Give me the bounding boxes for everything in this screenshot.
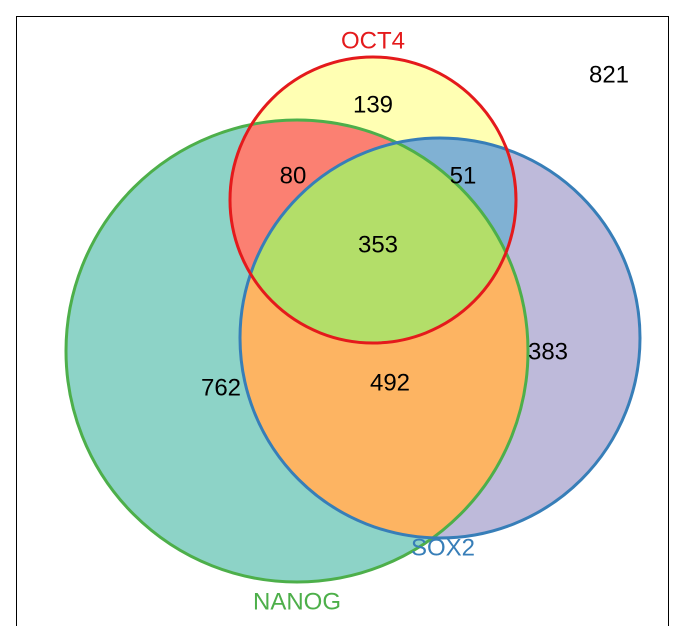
region-fills bbox=[66, 57, 640, 582]
region-count: 383 bbox=[528, 338, 568, 365]
region-count: 80 bbox=[280, 162, 307, 189]
region-count: 353 bbox=[358, 231, 398, 258]
triple-fill bbox=[240, 138, 516, 343]
outside-count: 821 bbox=[589, 61, 629, 88]
frame bbox=[16, 16, 669, 626]
region-count: 492 bbox=[370, 369, 410, 396]
oct4-outline bbox=[228, 55, 518, 345]
sox2-outline bbox=[238, 136, 642, 540]
region-count: 51 bbox=[450, 162, 477, 189]
nanog-outline bbox=[64, 118, 530, 584]
set-label: SOX2 bbox=[411, 534, 475, 561]
region-count: 762 bbox=[201, 374, 241, 401]
region-count: 139 bbox=[353, 91, 393, 118]
set-label: OCT4 bbox=[341, 27, 405, 54]
set-label: NANOG bbox=[253, 588, 341, 615]
